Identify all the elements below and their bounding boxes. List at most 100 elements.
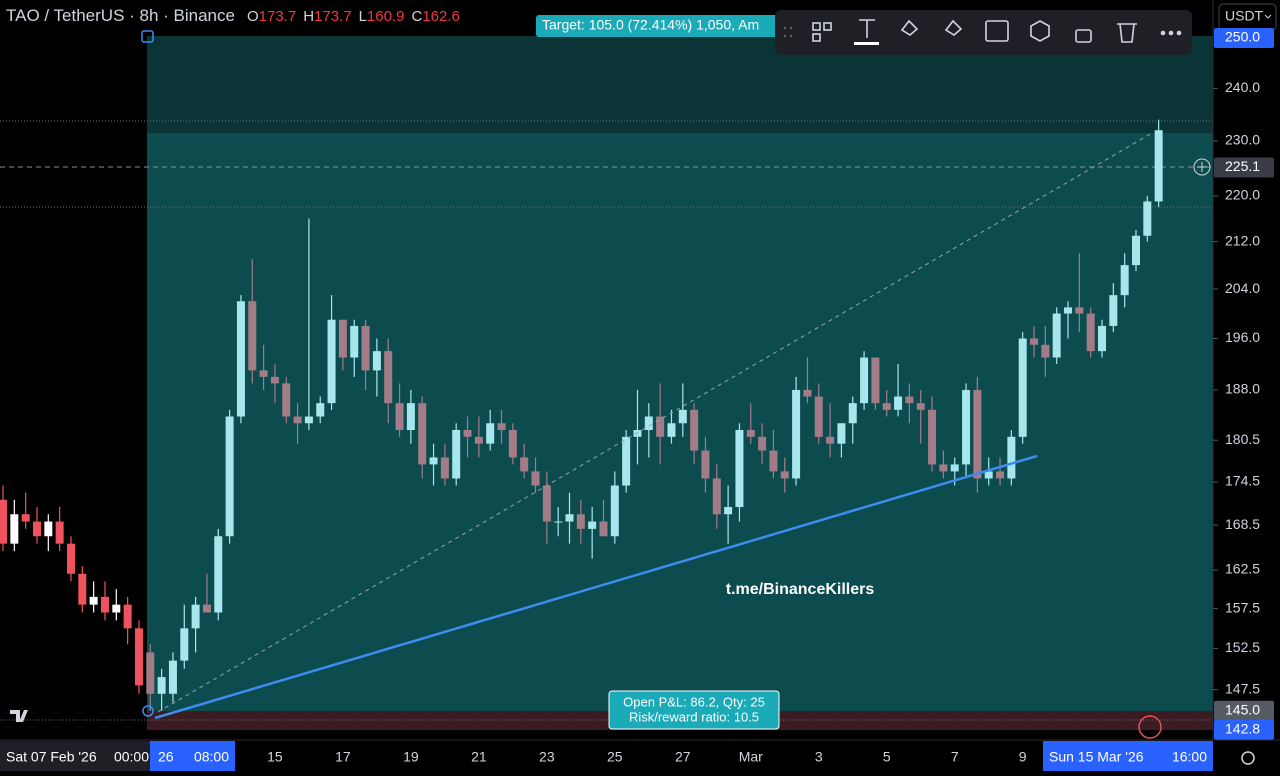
- y-tick-label: 168.5: [1225, 516, 1260, 532]
- y-tick-label: 240.0: [1225, 79, 1260, 95]
- candle-body: [792, 389, 801, 479]
- candle-body: [837, 423, 846, 444]
- x-tick-label: 3: [815, 749, 823, 765]
- candle-body: [1007, 436, 1016, 479]
- candle-body: [894, 396, 903, 410]
- candle-body: [474, 436, 483, 444]
- candle-body: [452, 430, 461, 479]
- candle-body: [701, 450, 710, 479]
- icon-fill[interactable]: [900, 19, 919, 36]
- candle-body: [610, 485, 619, 537]
- candle-body: [78, 573, 87, 605]
- handle[interactable]: [142, 705, 154, 717]
- candle-body: [361, 325, 370, 371]
- candle-body: [270, 376, 279, 384]
- y-tick-label: 180.5: [1225, 431, 1260, 447]
- candle-body: [1075, 307, 1084, 314]
- x-highlight-bg: [150, 741, 235, 771]
- candle-body: [1109, 295, 1118, 326]
- candle-body: [259, 370, 268, 377]
- candle-body: [973, 389, 982, 479]
- x-highlight-bg: [0, 741, 155, 771]
- y-tick-label: 212.0: [1225, 232, 1260, 248]
- icon-settings[interactable]: [1030, 20, 1050, 42]
- candle-body: [100, 596, 109, 613]
- candle-body: [939, 464, 948, 472]
- candle-body: [735, 430, 744, 508]
- x-tick-label: 23: [539, 749, 555, 765]
- candle-body: [1132, 235, 1140, 266]
- icon-more[interactable]: [1160, 30, 1166, 36]
- candle-body: [1018, 338, 1027, 437]
- candle-body: [202, 604, 211, 613]
- candle-body: [236, 301, 245, 417]
- price-label-bg: [1214, 27, 1274, 48]
- target-label: Target: 105.0 (72.414%) 1,050, Am: [542, 17, 759, 33]
- candle-body: [667, 423, 676, 437]
- y-tick-label: 220.0: [1225, 187, 1260, 203]
- candle-body: [746, 430, 755, 437]
- candle-body: [724, 507, 733, 515]
- candle-body: [1041, 344, 1050, 358]
- candle-body: [418, 403, 427, 465]
- candle-body: [1030, 338, 1039, 345]
- price-label: 225.1: [1225, 158, 1260, 174]
- symbol: TAO / TetherUS · 8h · Binance: [6, 6, 235, 25]
- candle-body: [860, 357, 869, 404]
- settings[interactable]: [1241, 751, 1255, 765]
- price-label: 142.8: [1225, 720, 1260, 736]
- candle-body: [871, 357, 880, 404]
- candle-body: [316, 403, 325, 417]
- price-label-bg: [1214, 700, 1274, 721]
- y-tick-label: 230.0: [1225, 132, 1260, 148]
- icon-lock[interactable]: [1075, 29, 1092, 43]
- candle-body: [350, 325, 359, 358]
- toolbar: [775, 10, 1192, 55]
- icon-delete[interactable]: [1117, 23, 1137, 43]
- watermark: t.me/BinanceKillers: [726, 581, 875, 598]
- candle-body: [950, 464, 959, 472]
- currency[interactable]: USDT: [1225, 8, 1264, 24]
- candle-body: [656, 416, 665, 437]
- icon-chart[interactable]: [985, 20, 1009, 42]
- ohlc-value: 173.7: [259, 8, 297, 25]
- candle-body: [928, 409, 937, 465]
- candle-body: [803, 389, 812, 397]
- icon[interactable]: [812, 22, 821, 31]
- y-tick-label: 147.5: [1225, 680, 1260, 696]
- y-tick-label: 162.5: [1225, 561, 1260, 577]
- x-tick-label: 9: [1019, 749, 1027, 765]
- icon-text[interactable]: [859, 19, 875, 38]
- toolbar-bg: [775, 10, 1192, 55]
- candle-body: [984, 471, 993, 479]
- flash-icon[interactable]: [1138, 715, 1162, 739]
- ohlc-label: L: [359, 8, 367, 25]
- candle-body: [1052, 313, 1061, 358]
- candle-body: [406, 403, 415, 431]
- handle[interactable]: [141, 30, 154, 43]
- icon-line[interactable]: [944, 19, 963, 36]
- candle-body: [531, 471, 540, 486]
- add-alert[interactable]: [1193, 158, 1211, 176]
- candle-body: [769, 450, 778, 472]
- candle-body: [168, 660, 177, 694]
- x-tick-label: 27: [675, 749, 691, 765]
- candle-body: [134, 628, 143, 686]
- ohlc-value: 173.7: [314, 8, 352, 25]
- candle-body: [542, 485, 551, 522]
- target-box: [536, 15, 786, 37]
- y-tick-label: 196.0: [1225, 329, 1260, 345]
- candle-body: [214, 536, 223, 613]
- candle-body: [0, 499, 7, 544]
- x-tick-label: 21: [471, 749, 487, 765]
- candle-body: [338, 319, 347, 358]
- trend-line: [154, 454, 1038, 720]
- candle-body: [962, 389, 971, 465]
- candle-body: [508, 430, 517, 458]
- candle-body: [89, 596, 98, 605]
- ohlc-value: 162.6: [422, 8, 460, 25]
- candle-body: [712, 478, 721, 515]
- header: TAO / TetherUS · 8h · Binance O173.7 H173.…: [6, 6, 460, 25]
- candle-body: [882, 403, 891, 410]
